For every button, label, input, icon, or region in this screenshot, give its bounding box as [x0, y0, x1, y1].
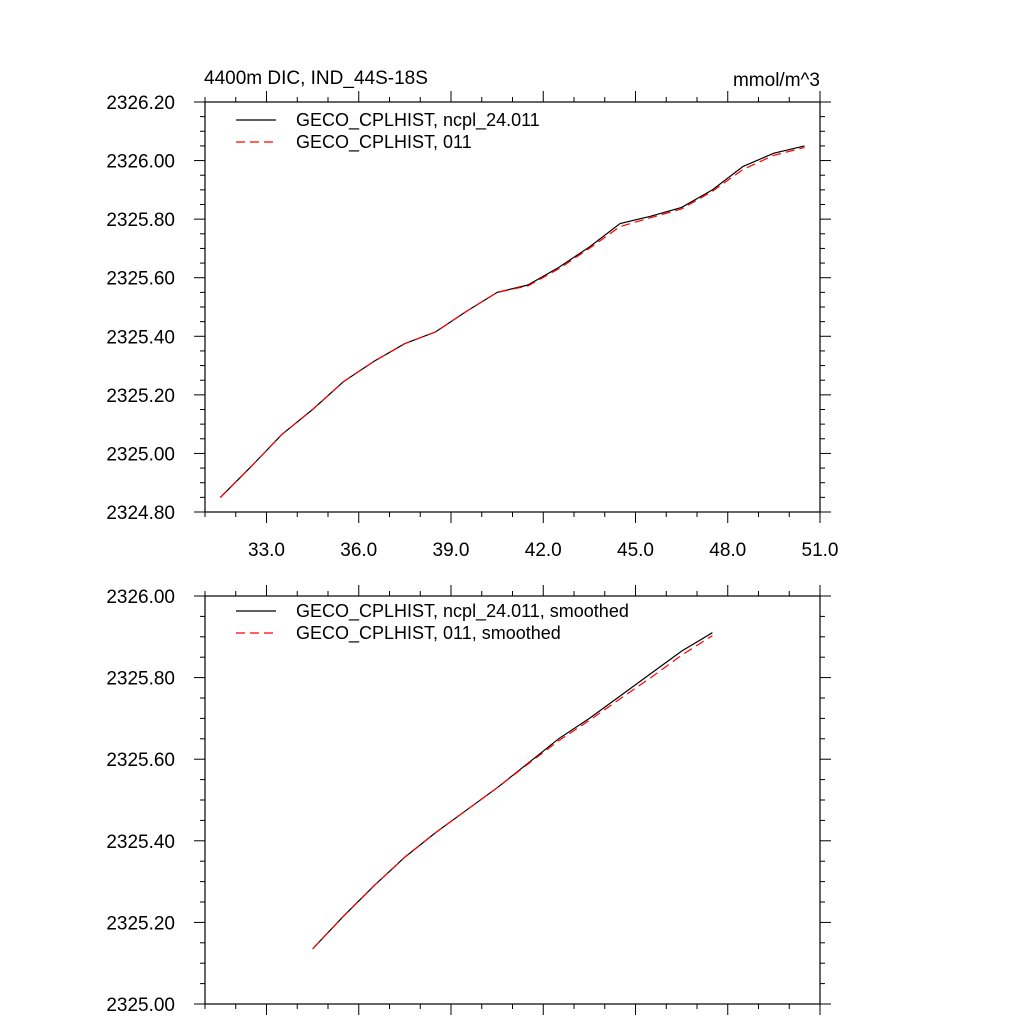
top-panel-series [219, 145, 805, 498]
y-tick-label: 2325.40 [106, 832, 175, 853]
y-tick-label: 2325.60 [106, 269, 175, 290]
bottom-panel-ticks: 2325.00 2325.20 2325.40 2325.60 2325.80 2326.… [106, 585, 831, 1016]
legend-label: GECO_CPLHIST, ncpl_24.011, smoothed [296, 601, 629, 622]
y-tick-label: 2325.20 [106, 913, 175, 934]
series-line-1 [312, 635, 713, 950]
y-tick-label: 2325.60 [106, 750, 175, 771]
units-label: mmol/m^3 [733, 70, 820, 91]
bottom-panel-series [312, 632, 713, 950]
legend-label: GECO_CPLHIST, 011 [296, 132, 472, 153]
x-tick-label: 51.0 [802, 540, 839, 561]
x-tick-label: 33.0 [248, 540, 285, 561]
y-tick-label: 2325.40 [106, 327, 175, 348]
y-tick-label: 2324.80 [106, 503, 175, 524]
legend-label: GECO_CPLHIST, ncpl_24.011 [296, 110, 540, 131]
y-tick-label: 2326.20 [106, 93, 175, 114]
series-line-1 [219, 146, 805, 498]
series-line-0 [312, 632, 713, 950]
legend-label: GECO_CPLHIST, 011, smoothed [296, 623, 561, 644]
bottom-plot-frame [204, 595, 821, 1005]
top-plot-frame [204, 101, 821, 513]
y-tick-label: 2325.20 [106, 386, 175, 407]
y-tick-label: 2326.00 [106, 152, 175, 173]
top-panel-ticks: 33.0 36.0 39.0 42.0 45.0 48.0 51.0 2324.80 2325.… [106, 91, 838, 561]
y-tick-label: 2326.00 [106, 587, 175, 608]
x-tick-label: 42.0 [525, 540, 562, 561]
x-tick-label: 39.0 [433, 540, 470, 561]
top-panel: 4400m DIC, IND_44S-18S mmol/m^3 33.0 36.0… [106, 68, 838, 561]
x-tick-label: 36.0 [340, 540, 377, 561]
chart-title: 4400m DIC, IND_44S-18S [204, 68, 428, 89]
bottom-panel-legend: GECO_CPLHIST, ncpl_24.011, smoothedGECO_… [236, 601, 629, 644]
series-line-0 [219, 145, 805, 498]
bottom-panel: 2325.00 2325.20 2325.40 2325.60 2325.80 2326.… [106, 585, 831, 1016]
x-tick-label: 48.0 [709, 540, 746, 561]
y-tick-label: 2325.80 [106, 210, 175, 231]
y-tick-label: 2325.00 [106, 995, 175, 1016]
x-tick-label: 45.0 [617, 540, 654, 561]
y-tick-label: 2325.80 [106, 669, 175, 690]
y-tick-label: 2325.00 [106, 444, 175, 465]
